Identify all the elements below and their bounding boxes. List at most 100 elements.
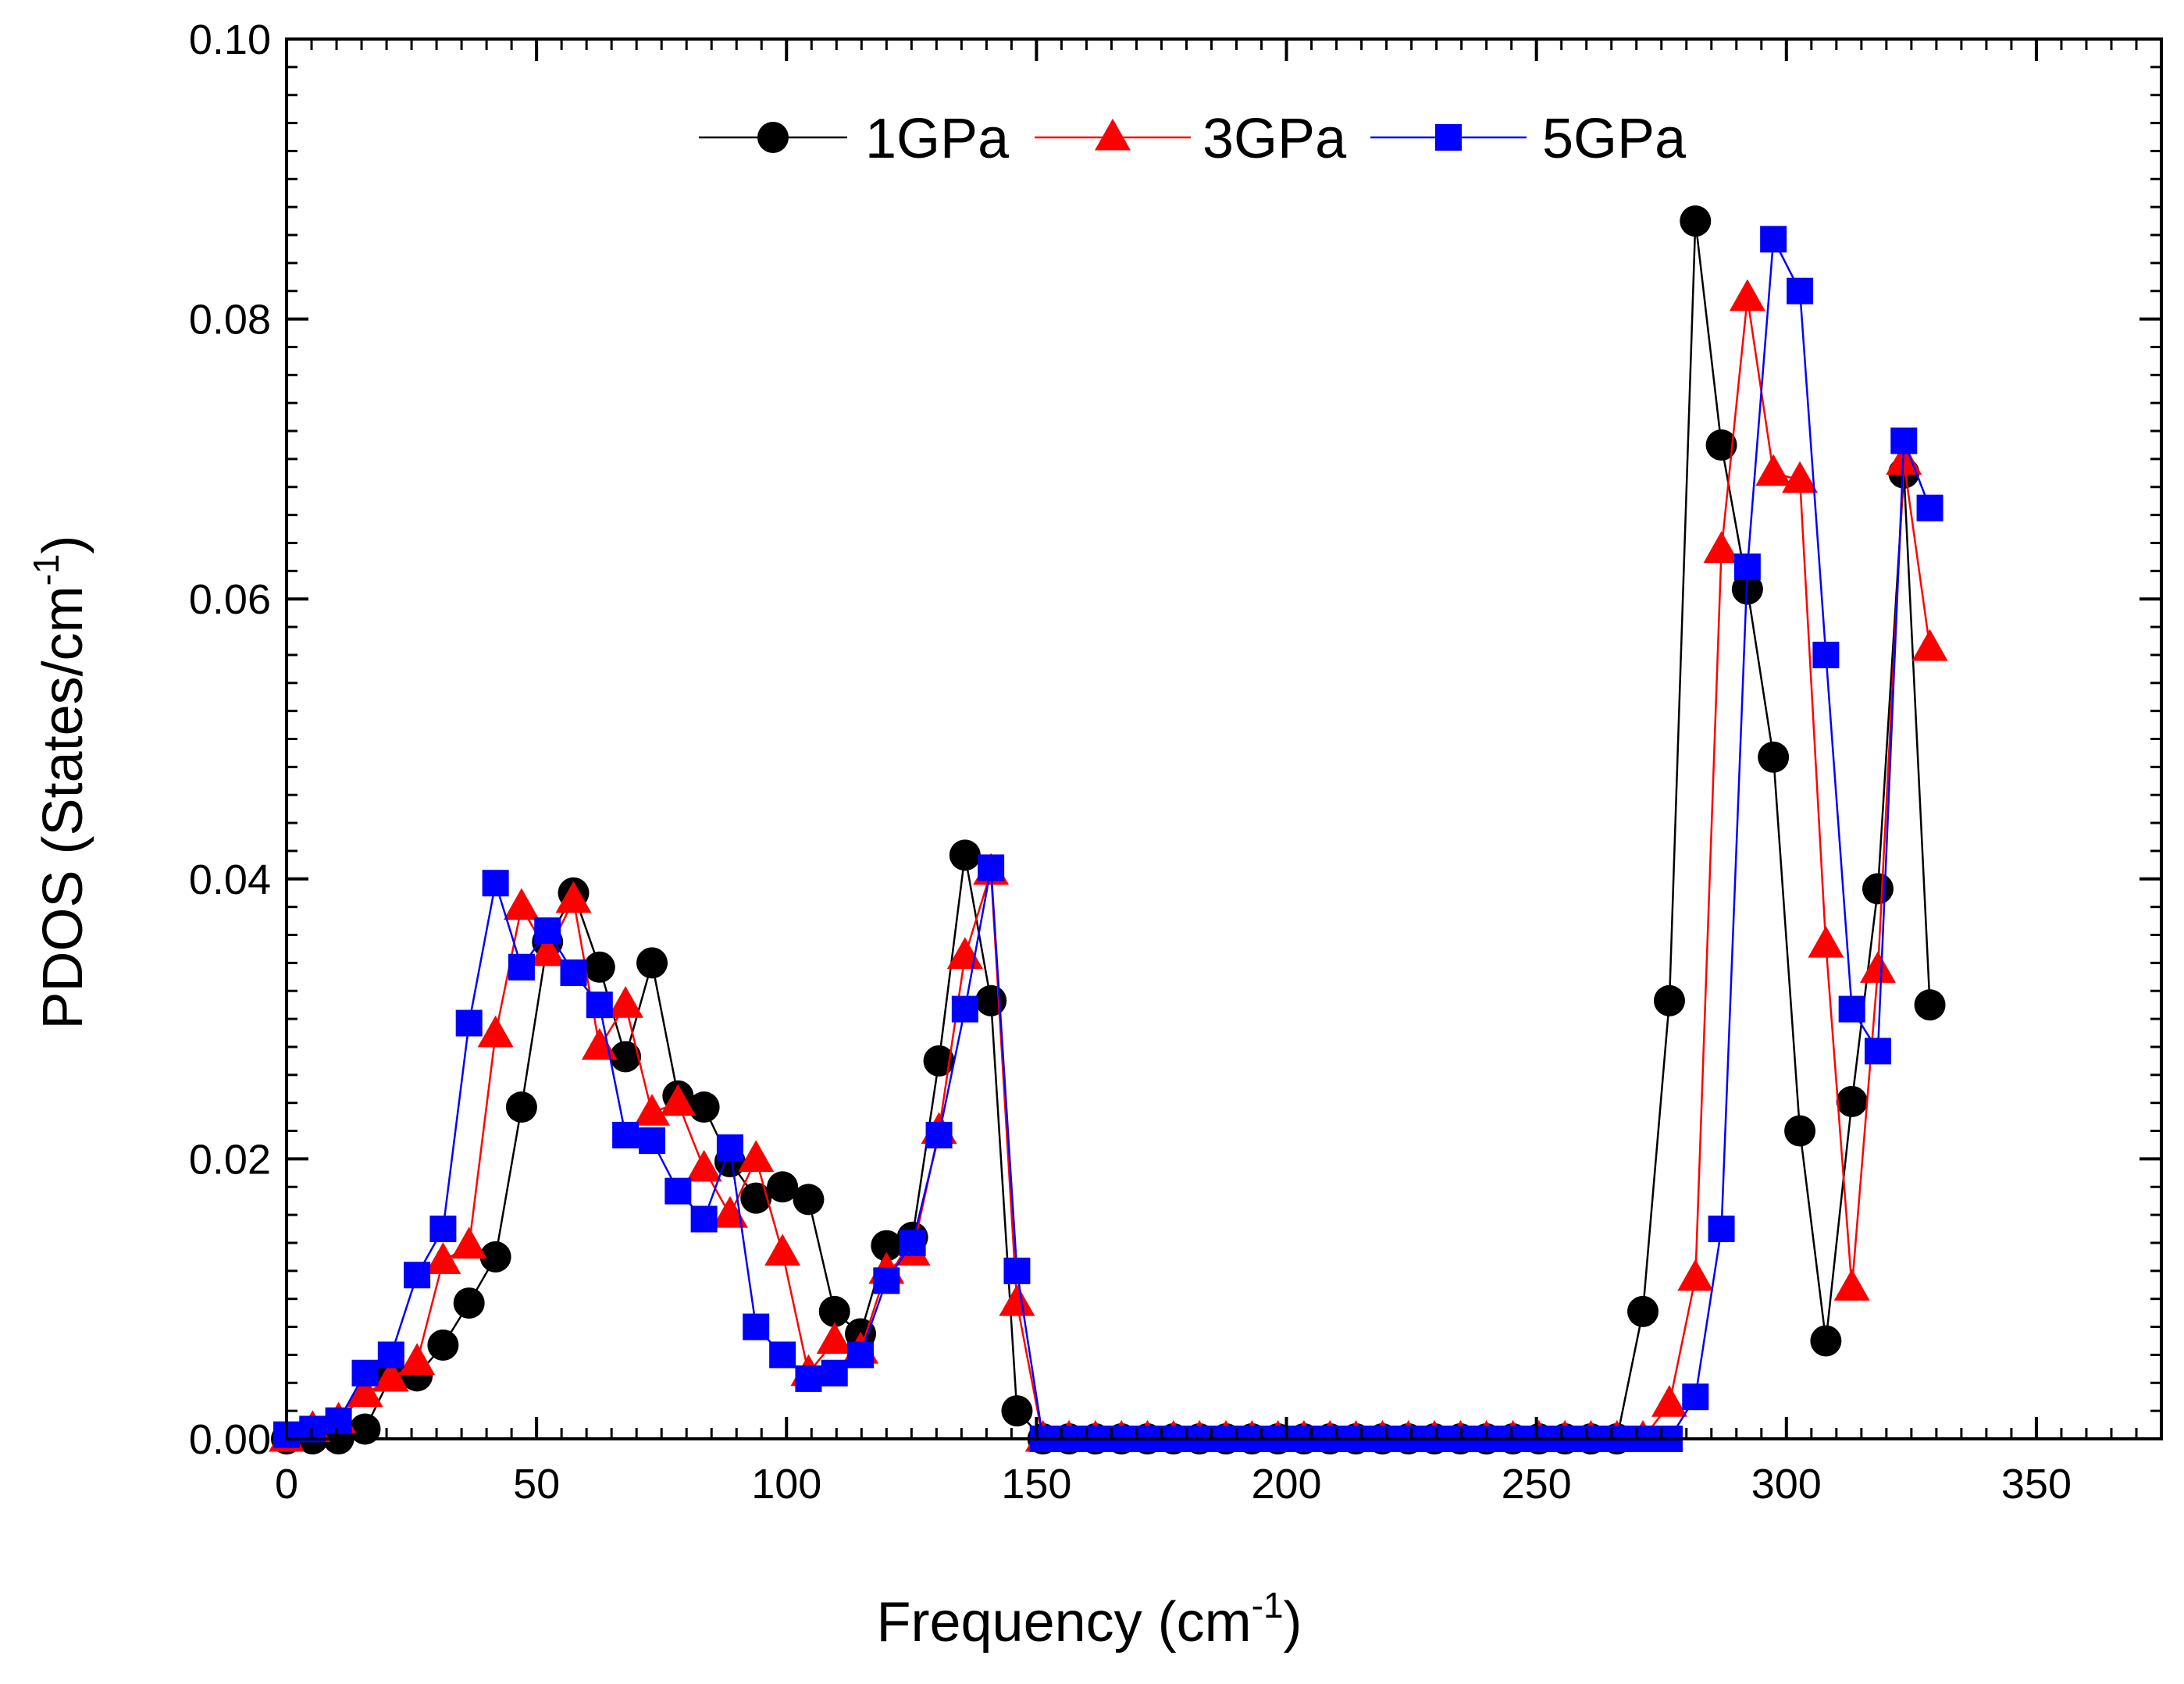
- data-point-3gpa: [607, 986, 644, 1018]
- data-point-5gpa: [351, 1359, 379, 1387]
- data-point-3gpa: [503, 888, 540, 920]
- legend-label-5gpa: 5GPa: [1542, 108, 1687, 170]
- legend-marker-1gpa: [757, 122, 789, 153]
- data-point-1gpa: [1680, 205, 1712, 237]
- data-point-5gpa: [769, 1341, 796, 1369]
- data-point-5gpa: [534, 917, 561, 945]
- data-point-1gpa: [1784, 1115, 1816, 1147]
- data-point-3gpa: [816, 1322, 853, 1355]
- data-point-5gpa: [1760, 226, 1787, 253]
- data-point-1gpa: [610, 1041, 642, 1073]
- data-point-5gpa: [482, 870, 509, 897]
- data-point-3gpa: [1703, 531, 1740, 564]
- data-point-5gpa: [1812, 641, 1840, 668]
- data-point-5gpa: [1003, 1257, 1031, 1284]
- data-point-5gpa: [612, 1121, 640, 1148]
- data-point-3gpa: [1808, 925, 1844, 958]
- data-point-5gpa: [951, 995, 978, 1023]
- data-point-1gpa: [636, 947, 668, 979]
- legend-label-1gpa: 1GPa: [865, 108, 1010, 170]
- data-point-3gpa: [660, 1084, 697, 1116]
- data-point-1gpa: [871, 1230, 903, 1262]
- data-point-5gpa: [925, 1121, 953, 1148]
- data-point-5gpa: [873, 1267, 900, 1294]
- data-point-3gpa: [764, 1234, 801, 1266]
- y-tick-label: 0.00: [189, 1416, 271, 1463]
- data-point-1gpa: [949, 839, 981, 871]
- data-point-3gpa: [1729, 279, 1765, 312]
- data-point-5gpa: [847, 1341, 875, 1369]
- data-point-1gpa: [793, 1184, 825, 1216]
- data-point-5gpa: [508, 953, 535, 981]
- x-tick-label: 0: [275, 1461, 298, 1508]
- data-point-1gpa: [1705, 429, 1737, 461]
- y-axis-title: PDOS (States/cm-1): [26, 535, 94, 1029]
- data-point-1gpa: [427, 1329, 459, 1361]
- x-tick-label: 100: [751, 1461, 821, 1508]
- data-point-5gpa: [664, 1177, 692, 1205]
- legend-label-3gpa: 3GPa: [1202, 108, 1347, 170]
- data-point-3gpa: [399, 1343, 436, 1375]
- data-point-5gpa: [586, 992, 613, 1019]
- data-point-5gpa: [1864, 1038, 1891, 1065]
- data-point-1gpa: [1810, 1325, 1842, 1357]
- data-point-5gpa: [743, 1313, 770, 1340]
- data-point-3gpa: [425, 1242, 461, 1274]
- data-point-3gpa: [555, 881, 592, 913]
- data-point-1gpa: [818, 1295, 850, 1327]
- data-point-1gpa: [505, 1091, 537, 1123]
- tick-labels-layer: 0 50 100 150 200 250 300 350 0.00 0.02 0.04 0.06 0.0…: [189, 16, 2072, 1508]
- data-point-5gpa: [455, 1009, 483, 1037]
- data-point-1gpa: [453, 1287, 485, 1319]
- data-point-1gpa: [767, 1171, 799, 1203]
- data-point-3gpa: [711, 1195, 748, 1228]
- y-tick-label: 0.02: [189, 1136, 271, 1183]
- data-point-1gpa: [349, 1413, 381, 1445]
- data-point-5gpa: [716, 1134, 743, 1162]
- data-point-3gpa: [372, 1359, 409, 1392]
- data-point-5gpa: [560, 959, 587, 986]
- data-point-5gpa: [1682, 1383, 1709, 1411]
- x-axis-title: Frequency (cm-1): [876, 1585, 1302, 1654]
- data-point-5gpa: [429, 1216, 457, 1243]
- data-point-5gpa: [325, 1407, 352, 1434]
- data-point-5gpa: [978, 854, 1005, 881]
- data-point-3gpa: [999, 1283, 1035, 1316]
- data-point-1gpa: [688, 1091, 720, 1123]
- data-point-3gpa: [738, 1140, 775, 1172]
- data-point-5gpa: [1838, 995, 1865, 1023]
- data-point-3gpa: [686, 1149, 722, 1182]
- data-point-1gpa: [1862, 873, 1894, 905]
- data-point-3gpa: [1911, 628, 1948, 661]
- data-point-3gpa: [347, 1375, 383, 1408]
- x-tick-label: 150: [1001, 1461, 1071, 1508]
- x-tick-label: 350: [2001, 1461, 2072, 1508]
- data-point-3gpa: [1859, 951, 1896, 983]
- y-tick-label: 0.10: [189, 16, 271, 63]
- data-point-1gpa: [1758, 741, 1790, 773]
- data-point-5gpa: [690, 1205, 718, 1233]
- data-point-1gpa: [975, 984, 1007, 1016]
- data-point-5gpa: [821, 1359, 848, 1387]
- data-point-5gpa: [377, 1341, 404, 1369]
- legend-marker-5gpa: [1435, 124, 1462, 151]
- data-point-1gpa: [1001, 1395, 1033, 1427]
- data-point-3gpa: [529, 934, 566, 967]
- data-point-1gpa: [1653, 984, 1685, 1016]
- data-point-5gpa: [795, 1365, 822, 1392]
- data-point-3gpa: [634, 1094, 671, 1126]
- legend: 1GPa 3GPa 5GPa: [699, 108, 1687, 170]
- y-tick-label: 0.06: [189, 576, 271, 623]
- x-tick-label: 50: [513, 1461, 560, 1508]
- data-point-3gpa: [1782, 461, 1819, 493]
- data-point-3gpa: [1833, 1269, 1870, 1301]
- data-point-5gpa: [1890, 427, 1918, 454]
- data-point-1gpa: [740, 1182, 772, 1214]
- x-tick-label: 300: [1751, 1461, 1822, 1508]
- ticks-layer: [285, 37, 2163, 1440]
- data-point-3gpa: [1677, 1259, 1714, 1291]
- data-point-1gpa: [479, 1241, 511, 1273]
- y-tick-label: 0.08: [189, 297, 271, 344]
